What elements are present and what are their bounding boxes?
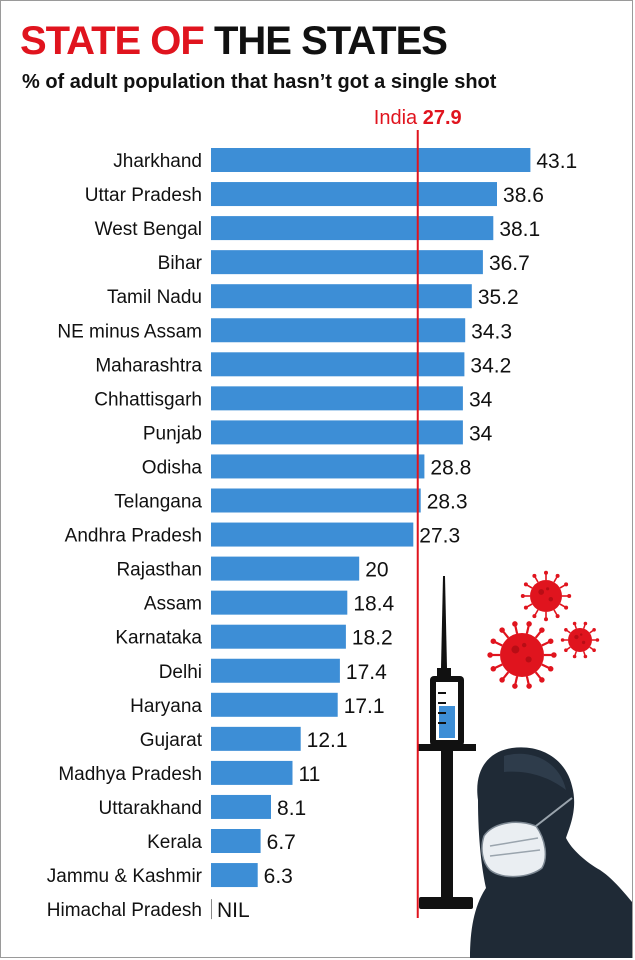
bar-ne-minus-assam	[211, 318, 466, 343]
category-label-bihar: Bihar	[158, 253, 203, 274]
value-label-punjab: 34	[469, 422, 493, 445]
value-label-maharashtra: 34.2	[470, 354, 511, 377]
category-label-jammu-and-kashmir: Jammu & Kashmir	[47, 866, 203, 887]
bar-punjab	[211, 420, 463, 445]
value-label-tamil-nadu: 35.2	[478, 286, 519, 309]
value-label-ne-minus-assam: 34.3	[471, 320, 512, 343]
value-label-assam: 18.4	[353, 593, 394, 616]
chart-title-black: THE STATES	[213, 19, 448, 63]
category-label-rajasthan: Rajasthan	[116, 560, 202, 581]
value-label-himachal-pradesh: NIL	[217, 899, 250, 922]
category-label-chhattisgarh: Chhattisgarh	[94, 389, 202, 410]
reference-line-group: India 27.9	[374, 107, 462, 918]
reference-label-value: 27.9	[423, 107, 462, 129]
bar-haryana	[211, 692, 338, 717]
value-label-haryana: 17.1	[344, 695, 385, 718]
category-label-andhra-pradesh: Andhra Pradesh	[65, 526, 202, 547]
category-label-ne-minus-assam: NE minus Assam	[57, 321, 202, 342]
value-label-madhya-pradesh: 11	[299, 763, 321, 786]
labels: Jharkhand 43.1 Uttar Pradesh 38.6 West Benga…	[47, 150, 577, 922]
bar-karnataka	[211, 624, 346, 649]
virus-icon	[487, 570, 600, 689]
value-label-delhi: 17.4	[346, 661, 387, 684]
category-label-tamil-nadu: Tamil Nadu	[107, 287, 202, 308]
bar-uttar-pradesh	[211, 182, 497, 207]
reference-label-name: India	[374, 107, 423, 129]
bar-odisha	[211, 454, 425, 479]
category-label-uttar-pradesh: Uttar Pradesh	[85, 185, 202, 206]
bar-maharashtra	[211, 352, 465, 377]
category-label-uttarakhand: Uttarakhand	[98, 798, 202, 819]
category-label-jharkhand: Jharkhand	[113, 151, 202, 172]
category-label-delhi: Delhi	[159, 662, 202, 683]
illustration	[418, 570, 632, 958]
category-label-haryana: Haryana	[130, 696, 202, 717]
reference-label: India 27.9	[374, 107, 462, 129]
bar-assam	[211, 590, 348, 615]
category-label-gujarat: Gujarat	[140, 730, 203, 751]
syringe-icon	[418, 576, 476, 909]
category-label-maharashtra: Maharashtra	[95, 355, 202, 376]
bar-tamil-nadu	[211, 284, 472, 309]
category-label-himachal-pradesh: Himachal Pradesh	[47, 900, 202, 921]
bar-kerala	[211, 829, 261, 853]
category-label-assam: Assam	[144, 594, 202, 615]
category-label-odisha: Odisha	[142, 457, 203, 478]
value-label-rajasthan: 20	[365, 559, 388, 582]
bar-andhra-pradesh	[211, 522, 414, 547]
value-label-gujarat: 12.1	[307, 729, 348, 752]
bar-rajasthan	[211, 556, 360, 581]
masked-person-icon	[470, 747, 632, 958]
value-label-chhattisgarh: 34	[469, 388, 493, 411]
bar-chhattisgarh	[211, 386, 463, 411]
chart-title: STATE OF THE STATES	[20, 18, 448, 64]
chart-subtitle: % of adult population that hasn’t got a …	[22, 71, 497, 93]
value-label-telangana: 28.3	[427, 491, 468, 514]
bar-uttarakhand	[211, 794, 271, 819]
bar-bihar	[211, 250, 483, 275]
bar-jharkhand	[211, 148, 531, 172]
value-label-odisha: 28.8	[430, 456, 471, 479]
bar-delhi	[211, 658, 340, 683]
chart-title-red: STATE OF	[20, 19, 205, 63]
value-label-jharkhand: 43.1	[536, 150, 577, 173]
value-label-west-bengal: 38.1	[499, 218, 540, 241]
bar-gujarat	[211, 726, 301, 751]
value-label-uttarakhand: 8.1	[277, 797, 306, 820]
value-label-bihar: 36.7	[489, 252, 530, 275]
bars	[211, 148, 531, 920]
category-label-telangana: Telangana	[114, 492, 202, 513]
category-label-karnataka: Karnataka	[115, 628, 202, 649]
value-label-karnataka: 18.2	[352, 627, 393, 650]
bar-jammu-and-kashmir	[211, 863, 258, 888]
category-label-kerala: Kerala	[147, 832, 202, 853]
bar-west-bengal	[211, 216, 494, 241]
value-label-uttar-pradesh: 38.6	[503, 184, 544, 207]
bar-madhya-pradesh	[211, 760, 293, 785]
value-label-jammu-and-kashmir: 6.3	[264, 865, 293, 888]
category-label-punjab: Punjab	[143, 423, 202, 444]
category-label-west-bengal: West Bengal	[95, 219, 202, 240]
bar-telangana	[211, 488, 421, 513]
value-label-andhra-pradesh: 27.3	[419, 525, 460, 548]
value-label-kerala: 6.7	[267, 831, 296, 854]
category-label-madhya-pradesh: Madhya Pradesh	[58, 764, 202, 785]
